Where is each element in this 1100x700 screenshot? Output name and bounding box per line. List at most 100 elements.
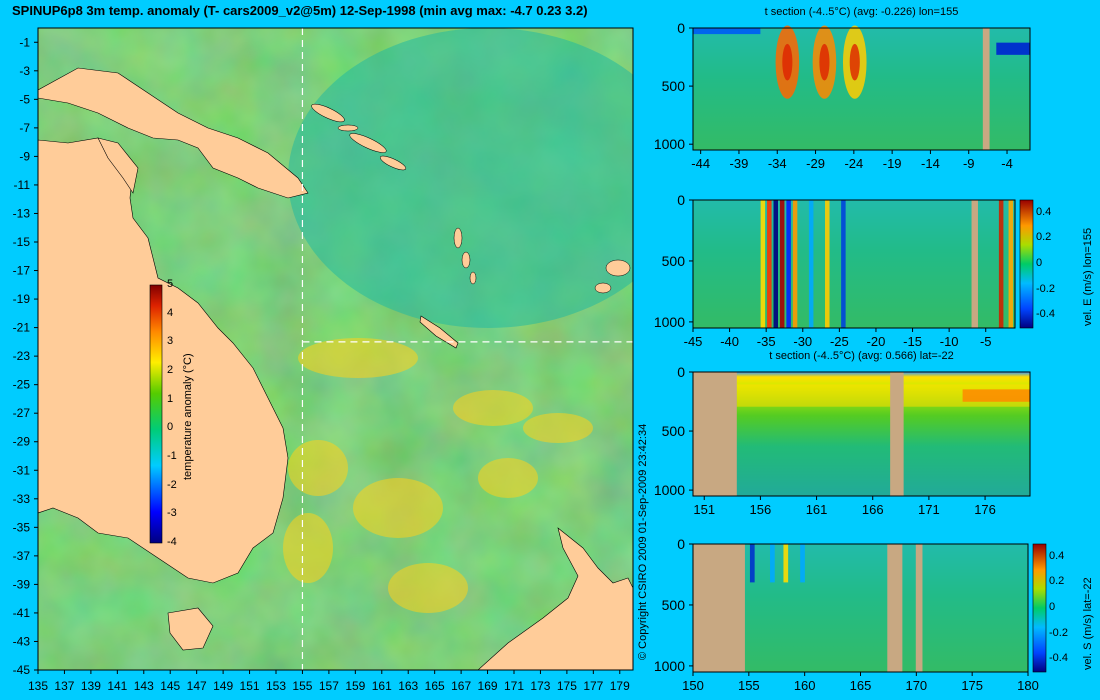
- section-x-tick-label: 160: [794, 678, 816, 693]
- section-title-3: t section (-4..5°C) (avg: 0.566) lat=-22: [769, 350, 954, 362]
- map-y-axis: -1 -3 -5 -7 -9 -11 -13 -15 -17 -19 -21 -23 -25 -27 -29…: [13, 35, 38, 677]
- map-x-tick-label: 145: [160, 679, 180, 693]
- map-x-tick-label: 155: [292, 679, 312, 693]
- map-y-tick-label: -41: [13, 606, 31, 620]
- fiji-islands: [594, 259, 631, 294]
- map-colorbar-tick-label: -1: [167, 450, 177, 462]
- section-colorbar-label: vel. S (m/s) lat=-22: [1082, 577, 1094, 670]
- map-colorbar-tick-label: 3: [167, 335, 174, 348]
- section-x-tick-label: -4: [1001, 156, 1013, 171]
- solomon-islands: [311, 103, 407, 171]
- map-x-tick-label: 141: [107, 679, 127, 693]
- section-title-1: t section (-4..5°C) (avg: -0.226) lon=15…: [764, 6, 959, 18]
- map-x-tick-label: 153: [266, 679, 286, 693]
- section-background: [693, 544, 1028, 672]
- section-colorbar-tick-label: 0.2: [1049, 575, 1065, 588]
- section-colorbar-4: [1032, 543, 1047, 673]
- map-x-tick-label: 135: [28, 679, 48, 693]
- section-x-tick-label: -20: [867, 334, 886, 349]
- section-land-mask: [971, 200, 978, 328]
- section-x-tick-label: 161: [806, 502, 828, 517]
- section-background: [693, 200, 1015, 328]
- section-features: [736, 384, 1030, 407]
- section-colorbar-tick-label: 0: [1036, 257, 1043, 269]
- map-x-tick-label: 175: [557, 679, 577, 693]
- map-y-tick-label: -45: [13, 663, 31, 677]
- map-x-tick-label: 167: [451, 679, 471, 693]
- new-zealand-land: [477, 527, 633, 670]
- map-y-tick-label: -37: [13, 549, 31, 563]
- section-land-mask: [887, 544, 903, 672]
- section-panel-3: 0 500 1000 151 156 161 166 171 176: [654, 364, 1031, 517]
- map-x-tick-label: 139: [81, 679, 101, 693]
- section-y-tick-label: 1000: [654, 314, 685, 330]
- map-colorbar-label: temperature anomaly (°C): [182, 353, 194, 480]
- map-cool-region: [288, 28, 633, 328]
- section-x-tick-label: -40: [720, 334, 739, 349]
- section-colorbar-2: [1019, 199, 1034, 329]
- map-colorbar: [149, 284, 163, 544]
- map-colorbar-tick-label: 2: [167, 364, 174, 376]
- map-x-tick-label: 169: [478, 679, 498, 693]
- map-colorbar-tick-label: -4: [167, 536, 177, 548]
- section-x-tick-label: 170: [905, 678, 927, 693]
- section-x-tick-label: 150: [682, 678, 704, 693]
- map-x-tick-label: 137: [54, 679, 74, 693]
- page-title: SPINUP6p8 3m temp. anomaly (T- cars2009_…: [12, 3, 588, 18]
- map-y-tick-label: -19: [13, 292, 31, 306]
- section-x-tick-label: -30: [793, 334, 812, 349]
- section-x-tick-label: -10: [940, 334, 959, 349]
- section-x-tick-label: -9: [963, 156, 975, 171]
- vanuatu-islands: [453, 227, 477, 285]
- section-land-mask: [915, 544, 923, 672]
- map-x-tick-label: 177: [583, 679, 603, 693]
- section-x-tick-label: 151: [693, 502, 715, 517]
- section-land-mask: [693, 544, 745, 672]
- map-x-tick-label: 171: [504, 679, 524, 693]
- new-caledonia-land: [419, 315, 459, 349]
- section-colorbar-tick-label: -0.2: [1036, 282, 1055, 295]
- temperature-anomaly-map: 135 137 139 141 143 145 147 149 151 153 155 157 159 1…: [13, 27, 634, 693]
- section-x-tick-label: -25: [830, 334, 849, 349]
- map-x-tick-label: 173: [530, 679, 550, 693]
- section-y-tick-label: 1000: [654, 482, 685, 498]
- section-colorbar-tick-label: -0.2: [1049, 626, 1068, 639]
- map-colorbar-tick-label: -3: [167, 507, 177, 520]
- map-y-tick-label: -39: [13, 577, 31, 591]
- section-x-tick-label: -29: [806, 156, 825, 171]
- section-colorbar-label: vel. E (m/s) lon=155: [1082, 227, 1094, 326]
- map-colorbar-tick-label: 5: [167, 278, 174, 290]
- section-x-tick-label: -34: [768, 156, 787, 171]
- map-y-tick-label: -13: [13, 206, 31, 220]
- map-x-axis: 135 137 139 141 143 145 147 149 151 153 155 157 159 1…: [28, 670, 630, 693]
- section-colorbar-tick-label: 0: [1049, 601, 1056, 613]
- map-y-tick-label: -7: [19, 121, 30, 135]
- map-y-tick-label: -3: [19, 64, 30, 78]
- section-x-tick-label: 175: [961, 678, 983, 693]
- map-y-tick-label: -23: [13, 349, 31, 363]
- section-x-tick-label: -44: [691, 156, 710, 171]
- section-features: [693, 25, 1030, 99]
- map-x-tick-label: 143: [134, 679, 154, 693]
- map-y-tick-label: -9: [19, 149, 30, 163]
- section-panel-2: 0 500 1000 -45 -40 -35 -30 -25 -20 -15 -10 -5: [654, 192, 1016, 349]
- section-y-tick-label: 500: [662, 78, 686, 94]
- map-x-tick-label: 161: [372, 679, 392, 693]
- map-colorbar-tick-label: 4: [167, 306, 174, 319]
- section-land-mask: [693, 372, 737, 496]
- map-colorbar-tick-label: 0: [167, 421, 174, 434]
- section-land-mask: [982, 28, 990, 150]
- map-x-tick-label: 147: [187, 679, 207, 693]
- section-x-tick-label: 165: [850, 678, 872, 693]
- section-x-tick-label: -45: [684, 334, 703, 349]
- section-x-tick-label: 176: [974, 502, 996, 517]
- section-frame: [692, 199, 1016, 329]
- map-x-tick-label: 159: [345, 679, 365, 693]
- map-x-tick-label: 163: [398, 679, 418, 693]
- section-y-tick-label: 0: [677, 364, 685, 380]
- tasmania-land: [167, 607, 214, 651]
- map-y-tick-label: -43: [13, 634, 31, 648]
- section-x-tick-label: 166: [862, 502, 884, 517]
- cape-york-land: [97, 137, 139, 194]
- section-colorbar-tick-label: -0.4: [1049, 652, 1068, 665]
